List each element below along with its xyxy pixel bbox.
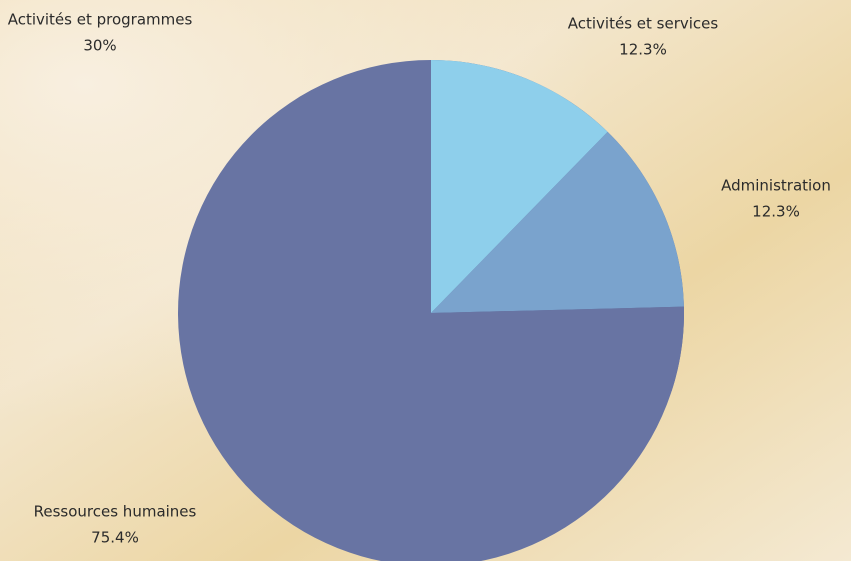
pie-slice: [431, 60, 608, 313]
slice-value-label: 12.3%: [619, 41, 667, 59]
slice-label: Administration: [721, 177, 831, 195]
pie: [178, 60, 684, 561]
slice-value-label: 30%: [83, 37, 116, 55]
slice-value-label: 75.4%: [91, 529, 139, 547]
pie-slice: [178, 60, 684, 561]
slice-label: Activités et services: [568, 15, 719, 33]
slice-label: Activités et programmes: [8, 11, 193, 29]
slice-value-label: 12.3%: [752, 203, 800, 221]
slice-label: Ressources humaines: [34, 503, 197, 521]
pie-slice: [431, 131, 684, 313]
